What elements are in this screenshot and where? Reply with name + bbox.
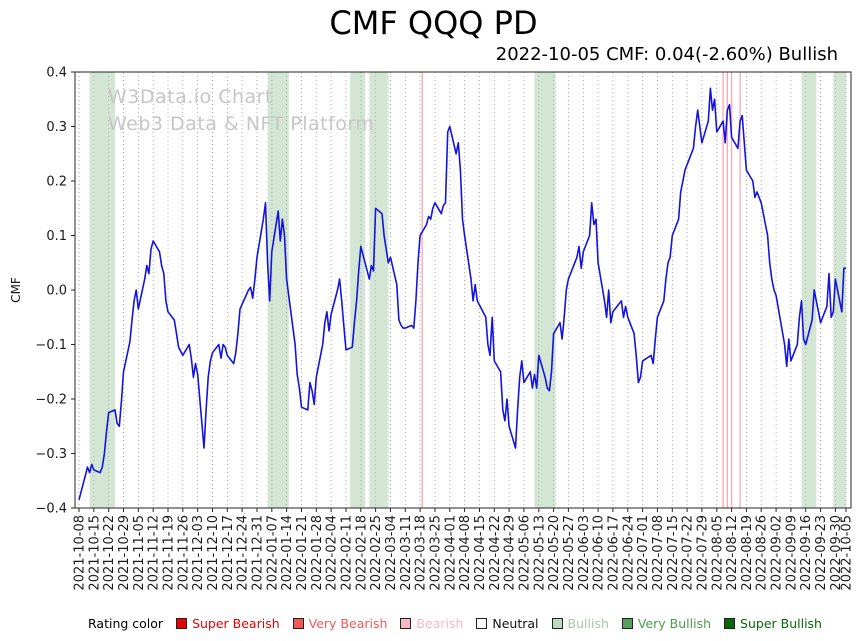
x-tick-label: 2021-10-08	[73, 515, 88, 591]
legend-item-label: Very Bullish	[637, 616, 712, 631]
x-tick-label: 2022-04-08	[458, 515, 473, 591]
legend-swatch	[400, 618, 412, 629]
legend-swatch	[724, 618, 736, 629]
x-tick-label: 2022-07-01	[636, 515, 651, 591]
x-tick-label: 2022-05-06	[517, 515, 532, 591]
x-tick-label: 2022-06-17	[606, 515, 621, 591]
x-tick-label: 2022-08-26	[755, 515, 770, 591]
x-tick-label: 2021-11-19	[162, 515, 177, 591]
cmf-series-line	[78, 87, 846, 501]
y-tick-label: −0.4	[35, 502, 67, 517]
legend-title: Rating color	[88, 616, 164, 631]
x-tick-label: 2022-08-19	[740, 515, 755, 591]
chart-subtitle: 2022-10-05 CMF: 0.04(-2.60%) Bullish	[495, 44, 838, 65]
x-tick-label: 2022-07-22	[681, 515, 696, 591]
legend-swatch	[551, 618, 563, 629]
bullish-band	[801, 72, 817, 508]
x-tick-label: 2022-05-20	[547, 515, 562, 591]
y-tick-label: 0.4	[46, 66, 67, 81]
x-tick-label: 2022-01-21	[295, 515, 310, 591]
bullish-band	[369, 72, 389, 508]
y-tick-label: −0.1	[35, 338, 67, 353]
x-tick-label: 2022-03-11	[399, 515, 414, 591]
x-tick-label: 2022-02-04	[325, 515, 340, 591]
x-tick-label: 2022-03-04	[384, 515, 399, 591]
x-tick-label: 2022-07-29	[695, 515, 710, 591]
legend-item-super-bearish: Super Bearish	[176, 616, 280, 631]
x-tick-label: 2021-12-10	[206, 515, 221, 591]
x-tick-label: 2022-04-15	[473, 515, 488, 591]
x-tick-label: 2022-07-08	[651, 515, 666, 591]
x-tick-label: 2021-10-15	[87, 515, 102, 591]
x-tick-label: 2022-10-05	[840, 515, 855, 591]
x-tick-label: 2022-08-05	[710, 515, 725, 591]
legend-item-label: Super Bullish	[740, 616, 822, 631]
bullish-band	[534, 72, 556, 508]
x-tick-label: 2022-05-13	[532, 515, 547, 591]
x-tick-label: 2022-08-12	[725, 515, 740, 591]
watermark-line2: Web3 Data & NFT Platform	[108, 113, 375, 135]
rating-legend: Rating color Super Bearish Very Bearish Be…	[88, 616, 822, 631]
x-tick-label: 2021-10-22	[102, 515, 117, 591]
x-tick-label: 2022-04-22	[488, 515, 503, 591]
y-axis-label: CMF	[9, 277, 23, 303]
x-tick-label: 2022-01-14	[280, 515, 295, 591]
legend-item-label: Neutral	[492, 616, 539, 631]
x-tick-label: 2021-10-29	[117, 515, 132, 591]
legend-item-label: Very Bearish	[308, 616, 388, 631]
x-tick-label: 2022-04-29	[503, 515, 518, 591]
x-tick-label: 2022-05-27	[562, 515, 577, 591]
y-tick-label: −0.2	[35, 393, 67, 408]
bullish-band	[267, 72, 289, 508]
legend-item-label: Bullish	[567, 616, 609, 631]
legend-swatch	[476, 618, 488, 629]
x-tick-label: 2022-09-16	[799, 515, 814, 591]
legend-item-neutral: Neutral	[476, 616, 539, 631]
x-tick-label: 2022-09-02	[770, 515, 785, 591]
x-tick-label: 2021-12-24	[236, 515, 251, 591]
x-tick-label: 2021-11-05	[132, 515, 147, 591]
x-tick-label: 2022-06-03	[577, 515, 592, 591]
legend-item-super-bullish: Super Bullish	[724, 616, 822, 631]
x-tick-label: 2021-12-03	[191, 515, 206, 591]
legend-swatch	[176, 618, 188, 629]
x-tick-label: 2022-02-11	[340, 515, 355, 591]
legend-item-bullish: Bullish	[551, 616, 609, 631]
legend-item-very-bearish: Very Bearish	[292, 616, 388, 631]
x-tick-label: 2022-02-25	[369, 515, 384, 591]
legend-item-very-bullish: Very Bullish	[621, 616, 712, 631]
watermark-line1: W3Data.io Chart	[108, 86, 273, 108]
legend-item-label: Bearish	[416, 616, 464, 631]
x-tick-label: 2022-04-01	[443, 515, 458, 591]
y-tick-label: 0.1	[46, 229, 67, 244]
x-tick-label: 2022-03-25	[429, 515, 444, 591]
chart-title: CMF QQQ PD	[329, 4, 538, 42]
x-tick-label: 2021-12-17	[221, 515, 236, 591]
y-tick-label: 0.3	[46, 120, 67, 135]
x-tick-label: 2021-11-26	[176, 515, 191, 591]
bullish-band	[833, 72, 846, 508]
y-tick-label: −0.3	[35, 447, 67, 462]
x-tick-label: 2022-09-09	[784, 515, 799, 591]
watermark: W3Data.io Chart Web3 Data & NFT Platform	[108, 84, 374, 138]
x-tick-label: 2022-09-30	[829, 515, 844, 591]
x-tick-label: 2022-06-10	[592, 515, 607, 591]
legend-swatch	[621, 618, 633, 629]
x-tick-label: 2022-06-24	[621, 515, 636, 591]
x-tick-label: 2022-02-18	[354, 515, 369, 591]
legend-swatch	[292, 618, 304, 629]
y-tick-label: 0.0	[46, 284, 67, 299]
x-tick-label: 2022-01-07	[265, 515, 280, 591]
y-tick-label: 0.2	[46, 175, 67, 190]
x-tick-label: 2022-03-18	[414, 515, 429, 591]
x-tick-label: 2022-09-23	[814, 515, 829, 591]
x-tick-label: 2021-11-12	[147, 515, 162, 591]
x-tick-label: 2022-01-28	[310, 515, 325, 591]
legend-item-bearish: Bearish	[400, 616, 463, 631]
x-tick-label: 2022-07-15	[666, 515, 681, 591]
x-tick-label: 2021-12-31	[251, 515, 266, 591]
legend-item-label: Super Bearish	[192, 616, 280, 631]
